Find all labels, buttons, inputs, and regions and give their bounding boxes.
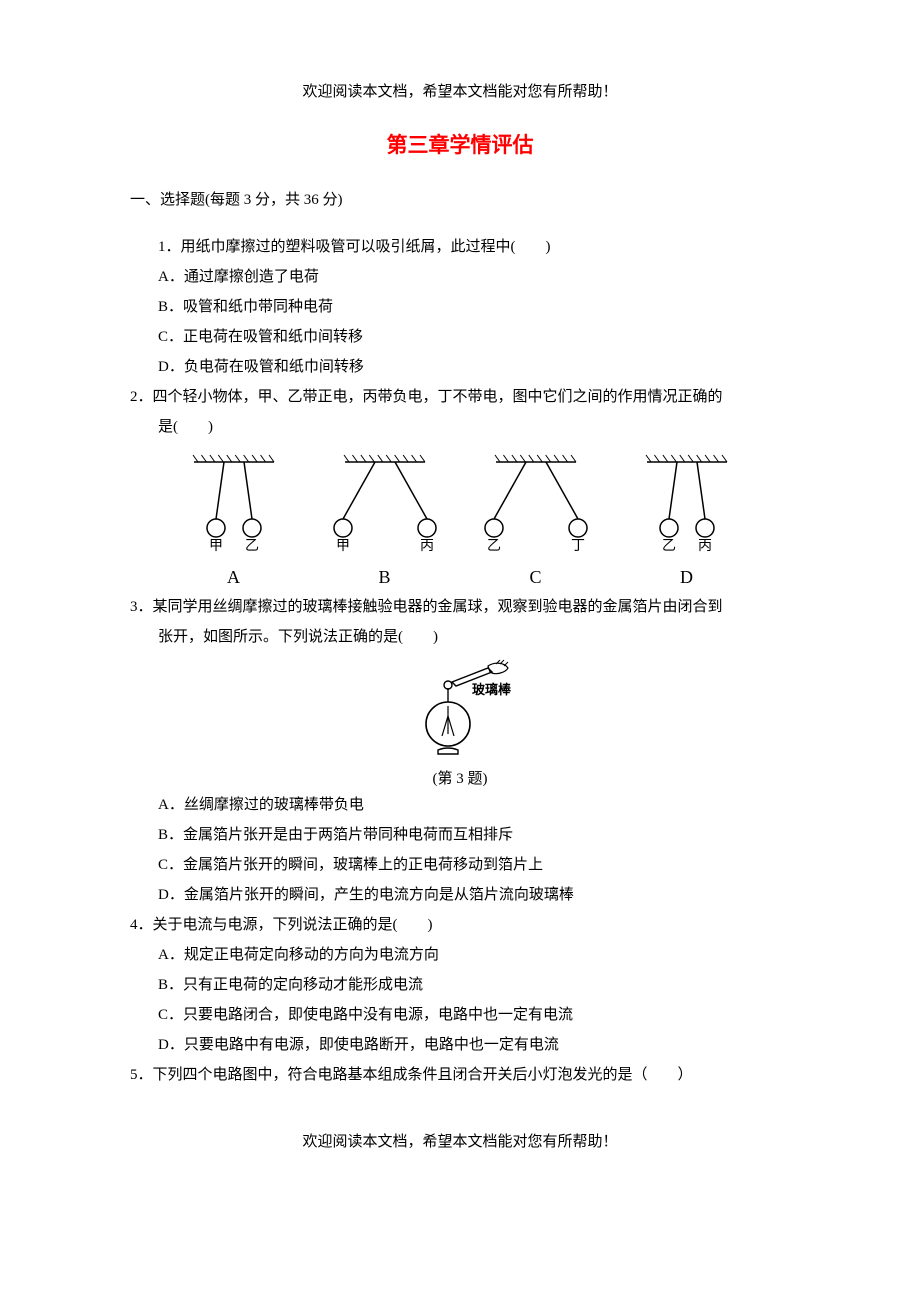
svg-text:甲: 甲 [336, 539, 350, 554]
svg-text:玻璃棒: 玻璃棒 [472, 682, 512, 697]
pendulum-diagram: 乙 丁C [471, 450, 601, 588]
q3-opt-b: B．金属箔片张开是由于两箔片带同种电荷而互相排斥 [130, 820, 790, 850]
svg-text:丁: 丁 [571, 539, 585, 554]
pendulum-diagram: 甲 乙A [169, 450, 299, 588]
q1-opt-c: C．正电荷在吸管和纸巾间转移 [130, 322, 790, 352]
pendulum-diagram: 乙 丙D [622, 450, 752, 588]
q2-diagram-row: 甲乙A甲丙B乙丁C乙丙D [130, 442, 790, 592]
chapter-title: 第三章学情评估 [130, 129, 790, 159]
q1-stem: 1．用纸巾摩擦过的塑料吸管可以吸引纸屑，此过程中( ) [130, 232, 790, 262]
q3-caption: (第 3 题) [130, 767, 790, 788]
q4-stem: 4．关于电流与电源，下列说法正确的是( ) [130, 910, 790, 940]
header-note: 欢迎阅读本文档，希望本文档能对您有所帮助！ [130, 80, 790, 101]
svg-text:甲: 甲 [209, 539, 223, 554]
diagram-caption: C [471, 567, 601, 588]
q1-opt-d: D．负电荷在吸管和纸巾间转移 [130, 352, 790, 382]
q3-stem-cont: 张开，如图所示。下列说法正确的是( ) [130, 622, 790, 652]
q3-stem: 3．某同学用丝绸摩擦过的玻璃棒接触验电器的金属球，观察到验电器的金属箔片由闭合到 [130, 592, 790, 622]
diagram-caption: B [320, 567, 450, 588]
q4-opt-b: B．只有正电荷的定向移动才能形成电流 [130, 970, 790, 1000]
pendulum-diagram: 甲 丙B [320, 450, 450, 588]
svg-text:乙: 乙 [487, 538, 501, 554]
svg-text:乙: 乙 [245, 538, 259, 554]
q1-opt-b: B．吸管和纸巾带同种电荷 [130, 292, 790, 322]
section-heading: 一、选择题(每题 3 分，共 36 分) [130, 189, 790, 212]
q2-stem-cont: 是( ) [130, 412, 790, 442]
diagram-caption: D [622, 567, 752, 588]
diagram-caption: A [169, 567, 299, 588]
q3-opt-c: C．金属箔片张开的瞬间，玻璃棒上的正电荷移动到箔片上 [130, 850, 790, 880]
q1-opt-a: A．通过摩擦创造了电荷 [130, 262, 790, 292]
q3-opt-d: D．金属箔片张开的瞬间，产生的电流方向是从箔片流向玻璃棒 [130, 880, 790, 910]
svg-text:乙: 乙 [662, 538, 676, 554]
q2-stem: 2．四个轻小物体，甲、乙带正电，丙带负电，丁不带电，图中它们之间的作用情况正确的 [130, 382, 790, 412]
electroscope-icon: 玻璃棒 [400, 658, 520, 758]
q4-opt-d: D．只要电路中有电源，即使电路断开，电路中也一定有电流 [130, 1030, 790, 1060]
svg-text:丙: 丙 [698, 539, 712, 554]
q3-figure: 玻璃棒 (第 3 题) [130, 652, 790, 790]
page: 欢迎阅读本文档，希望本文档能对您有所帮助！ 第三章学情评估 一、选择题(每题 3… [0, 0, 920, 1191]
q3-opt-a: A．丝绸摩擦过的玻璃棒带负电 [130, 790, 790, 820]
q4-opt-a: A．规定正电荷定向移动的方向为电流方向 [130, 940, 790, 970]
svg-text:丙: 丙 [420, 539, 434, 554]
footer-note: 欢迎阅读本文档，希望本文档能对您有所帮助！ [130, 1130, 790, 1151]
q4-opt-c: C．只要电路闭合，即使电路中没有电源，电路中也一定有电流 [130, 1000, 790, 1030]
q5-stem: 5．下列四个电路图中，符合电路基本组成条件且闭合开关后小灯泡发光的是（ ） [130, 1060, 790, 1090]
